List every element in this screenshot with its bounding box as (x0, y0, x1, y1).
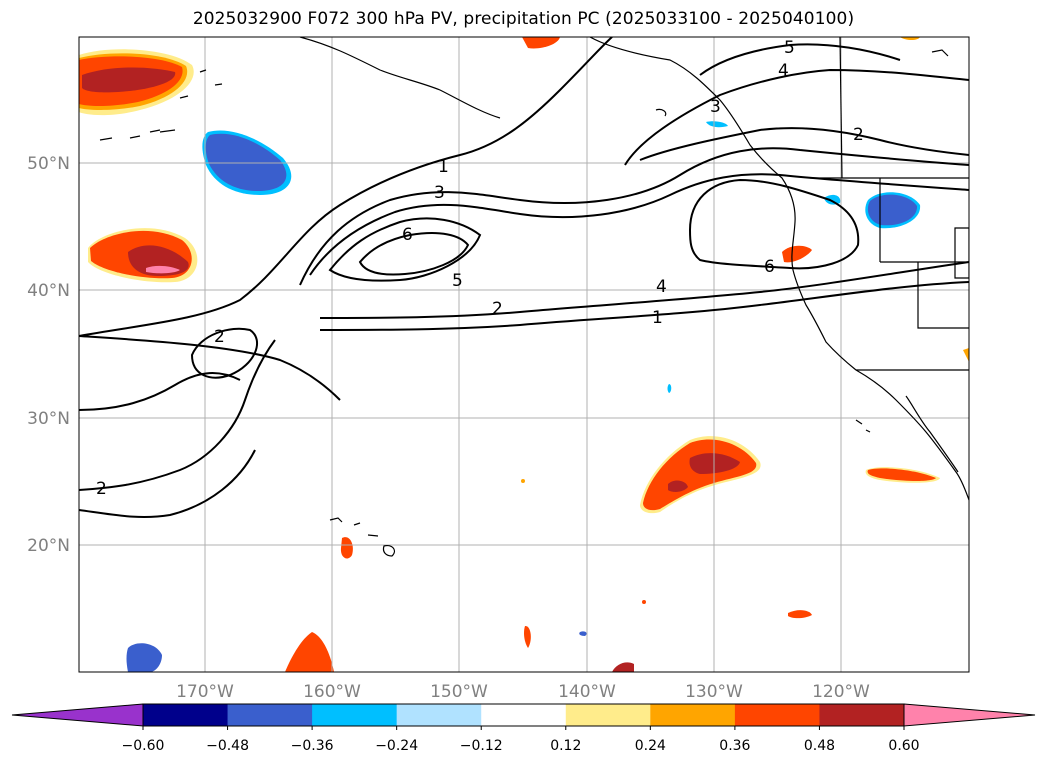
colorbar-tick-labels: −0.60 −0.48 −0.36 −0.24 −0.12 0.12 0.24 0.36 0.4… (122, 726, 920, 754)
colorbar-extend-low (11, 703, 144, 727)
colorbar-segment (734, 704, 820, 726)
colorbar-tick-label: −0.12 (460, 738, 503, 754)
colorbar-tick-label: 0.60 (888, 738, 919, 754)
lon-tick-label: 170°W (176, 682, 234, 702)
contour-label: 2 (96, 479, 107, 499)
lon-tick-label: 140°W (558, 682, 616, 702)
colorbar-segment (481, 704, 567, 726)
colorbar-frame (142, 703, 905, 727)
lon-tick-label: 150°W (430, 682, 488, 702)
lon-tick-label: 160°W (303, 682, 361, 702)
colorbar-segment (143, 704, 229, 726)
colorbar-extend-high (903, 703, 1036, 727)
contour-label: 3 (434, 183, 445, 203)
pv-contour-1 (79, 37, 613, 337)
contour-label: 2 (492, 299, 503, 319)
pv-contours (79, 37, 969, 519)
lat-tick-label: 40°N (27, 281, 70, 301)
colorbar-segment (312, 704, 398, 726)
longitude-labels: 170°W 160°W 150°W 140°W 130°W 120°W (176, 682, 870, 702)
colorbar: −0.60 −0.48 −0.36 −0.24 −0.12 0.12 0.24 0.36 0.4… (11, 703, 1036, 754)
contour-label: 2 (214, 327, 225, 347)
contour-label: 1 (438, 157, 449, 177)
colorbar-tick-label: 0.48 (804, 738, 835, 754)
colorbar-tick-label: −0.60 (122, 738, 165, 754)
colorbar-tick-label: 0.12 (550, 738, 581, 754)
contour-label: 5 (452, 271, 463, 291)
map-plot-area: 1 3 6 5 2 4 1 6 2 2 5 4 3 2 (79, 37, 969, 672)
map-frame (78, 36, 970, 673)
lat-tick-label: 30°N (27, 409, 70, 429)
colorbar-tick-label: 0.24 (635, 738, 666, 754)
lat-tick-label: 50°N (27, 154, 70, 174)
colorbar-segment (565, 704, 651, 726)
colorbar-tick-label: −0.36 (291, 738, 334, 754)
latitude-labels: 50°N 40°N 30°N 20°N (27, 154, 70, 556)
contour-label: 3 (710, 97, 721, 117)
colorbar-segment (650, 704, 736, 726)
contour-label: 4 (778, 61, 789, 81)
lon-tick-label: 120°W (812, 682, 870, 702)
contour-label: 6 (402, 225, 413, 245)
colorbar-tick-label: −0.24 (375, 738, 418, 754)
contour-label: 5 (784, 38, 795, 58)
contour-label: 1 (652, 308, 663, 328)
contour-label: 2 (853, 125, 864, 145)
colorbar-segment (819, 704, 905, 726)
coastlines (99, 37, 969, 557)
colorbar-segment (227, 704, 313, 726)
lat-tick-label: 20°N (27, 536, 70, 556)
contour-label: 6 (764, 257, 775, 277)
colorbar-tick-label: 0.36 (719, 738, 750, 754)
lon-tick-label: 130°W (685, 682, 743, 702)
colorbar-segment (396, 704, 482, 726)
precip-shading (79, 37, 969, 672)
map-title: 2025032900 F072 300 hPa PV, precipitatio… (192, 9, 855, 29)
colorbar-segments (11, 703, 1036, 727)
colorbar-tick-label: −0.48 (206, 738, 249, 754)
contour-label: 4 (656, 277, 667, 297)
contour-labels: 1 3 6 5 2 4 1 6 2 2 5 4 3 2 (96, 38, 864, 499)
